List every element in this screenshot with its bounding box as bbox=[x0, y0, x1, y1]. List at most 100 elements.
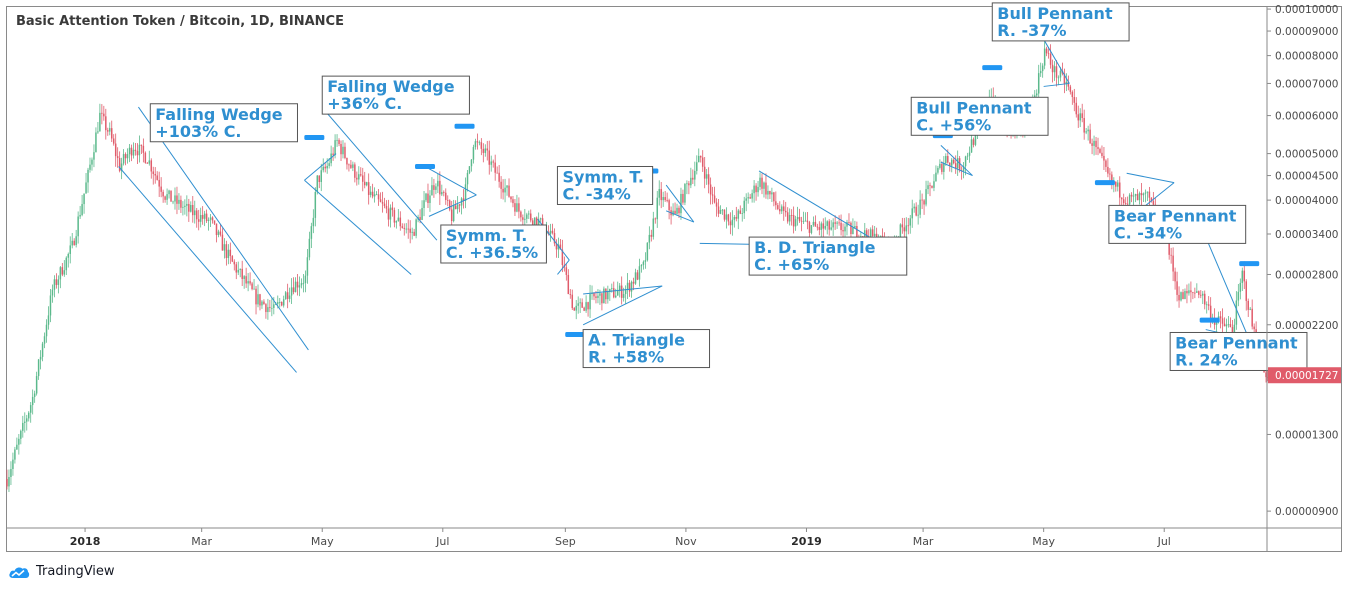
candle-body bbox=[1087, 129, 1089, 132]
candle-body bbox=[324, 166, 326, 169]
candle-body bbox=[271, 307, 273, 309]
candle-body bbox=[539, 218, 542, 220]
pattern-trendline bbox=[665, 184, 695, 223]
candle-body bbox=[435, 186, 437, 190]
candle-body bbox=[848, 222, 850, 223]
candle-body bbox=[535, 217, 538, 228]
annotation-text: C. +65% bbox=[754, 255, 829, 274]
candle-body bbox=[1176, 281, 1178, 295]
candle-body bbox=[292, 287, 295, 293]
annotation-text: C. -34% bbox=[1114, 223, 1182, 242]
candle-body bbox=[383, 203, 386, 206]
x-tick-label: Mar bbox=[913, 535, 934, 548]
candle-body bbox=[310, 226, 313, 239]
x-tick-label: Jul bbox=[1157, 535, 1171, 548]
candle-body bbox=[496, 172, 498, 174]
candle-body bbox=[757, 186, 759, 193]
candle-body bbox=[33, 393, 36, 397]
candle-body bbox=[597, 295, 599, 298]
candle-body bbox=[674, 210, 676, 214]
candle-body bbox=[164, 196, 166, 200]
y-tick-label: 0.00002800 bbox=[1275, 269, 1338, 281]
candle-body bbox=[721, 209, 724, 211]
candle-body bbox=[956, 158, 959, 169]
candle-body bbox=[322, 166, 324, 171]
candle-body bbox=[1168, 241, 1170, 255]
candle-body bbox=[318, 175, 321, 182]
candle-body bbox=[705, 174, 708, 179]
candle-body bbox=[506, 185, 508, 188]
candle-body bbox=[282, 299, 285, 306]
candle-body bbox=[573, 308, 575, 311]
candle-body bbox=[899, 224, 902, 239]
last-price-badge bbox=[1268, 367, 1341, 384]
candle-body bbox=[614, 295, 617, 298]
candle-body bbox=[1059, 70, 1062, 78]
candle-body bbox=[660, 189, 662, 201]
candle-body bbox=[792, 215, 795, 227]
pattern-trendline bbox=[557, 259, 570, 275]
candle-body bbox=[445, 192, 447, 200]
candle-body bbox=[652, 218, 655, 237]
candle-body bbox=[1188, 290, 1190, 294]
candle-body bbox=[941, 163, 943, 172]
pattern-trendline bbox=[665, 210, 695, 223]
candle-body bbox=[12, 459, 14, 469]
candle-body bbox=[1251, 308, 1253, 327]
candle-body bbox=[195, 210, 198, 220]
candle-body bbox=[63, 270, 66, 275]
candle-body bbox=[124, 154, 127, 159]
candle-body bbox=[71, 240, 73, 246]
candle-body bbox=[1071, 91, 1074, 98]
candle-body bbox=[650, 234, 653, 237]
candle-body bbox=[89, 164, 91, 170]
candle-body bbox=[55, 279, 58, 285]
candle-body bbox=[1227, 324, 1230, 325]
candle-body bbox=[729, 221, 732, 226]
candle-body bbox=[110, 128, 113, 139]
candle-body bbox=[1247, 300, 1249, 310]
candle-body bbox=[810, 225, 813, 233]
candle-body bbox=[275, 303, 277, 305]
candle-body bbox=[1045, 48, 1048, 54]
candle-body bbox=[466, 172, 469, 185]
candle-body bbox=[1231, 327, 1234, 333]
candle-body bbox=[826, 221, 828, 226]
candle-body bbox=[142, 145, 145, 153]
candle-body bbox=[798, 216, 801, 221]
annotation-text: C. -34% bbox=[562, 184, 630, 203]
candle-body bbox=[1237, 291, 1240, 301]
footer-brand[interactable]: TradingView bbox=[8, 564, 115, 579]
candle-body bbox=[482, 148, 485, 153]
candle-body bbox=[223, 244, 226, 251]
annotation-text: Bull Pennant bbox=[916, 98, 1032, 117]
candle-body bbox=[423, 200, 425, 208]
candle-body bbox=[231, 256, 234, 262]
annotation-text: +103% C. bbox=[155, 122, 241, 141]
y-tick-label: 0.00005000 bbox=[1275, 149, 1338, 161]
candle-body bbox=[662, 197, 664, 201]
candle-body bbox=[788, 215, 791, 222]
candle-body bbox=[192, 205, 194, 216]
candle-body bbox=[69, 245, 71, 254]
candle-body bbox=[101, 112, 103, 114]
candle-body bbox=[334, 140, 336, 156]
candle-body bbox=[87, 169, 89, 183]
candle-body bbox=[907, 225, 910, 227]
candle-body bbox=[105, 116, 107, 131]
candle-body bbox=[399, 217, 402, 227]
candle-body bbox=[1192, 292, 1194, 294]
candle-body bbox=[180, 199, 182, 208]
candle-body bbox=[1075, 102, 1078, 115]
candle-body bbox=[387, 208, 390, 220]
candle-body bbox=[1067, 81, 1070, 87]
candle-body bbox=[504, 187, 506, 193]
candle-body bbox=[296, 281, 299, 288]
candle-body bbox=[609, 288, 611, 293]
y-tick-label: 0.00004000 bbox=[1275, 195, 1338, 207]
pattern-trendline bbox=[1205, 236, 1250, 340]
pattern-annotation: Falling Wedge+36% C. bbox=[321, 75, 470, 115]
annotation-text: R. +58% bbox=[588, 348, 664, 367]
candle-body bbox=[1069, 86, 1072, 92]
candle-body bbox=[1101, 152, 1103, 156]
